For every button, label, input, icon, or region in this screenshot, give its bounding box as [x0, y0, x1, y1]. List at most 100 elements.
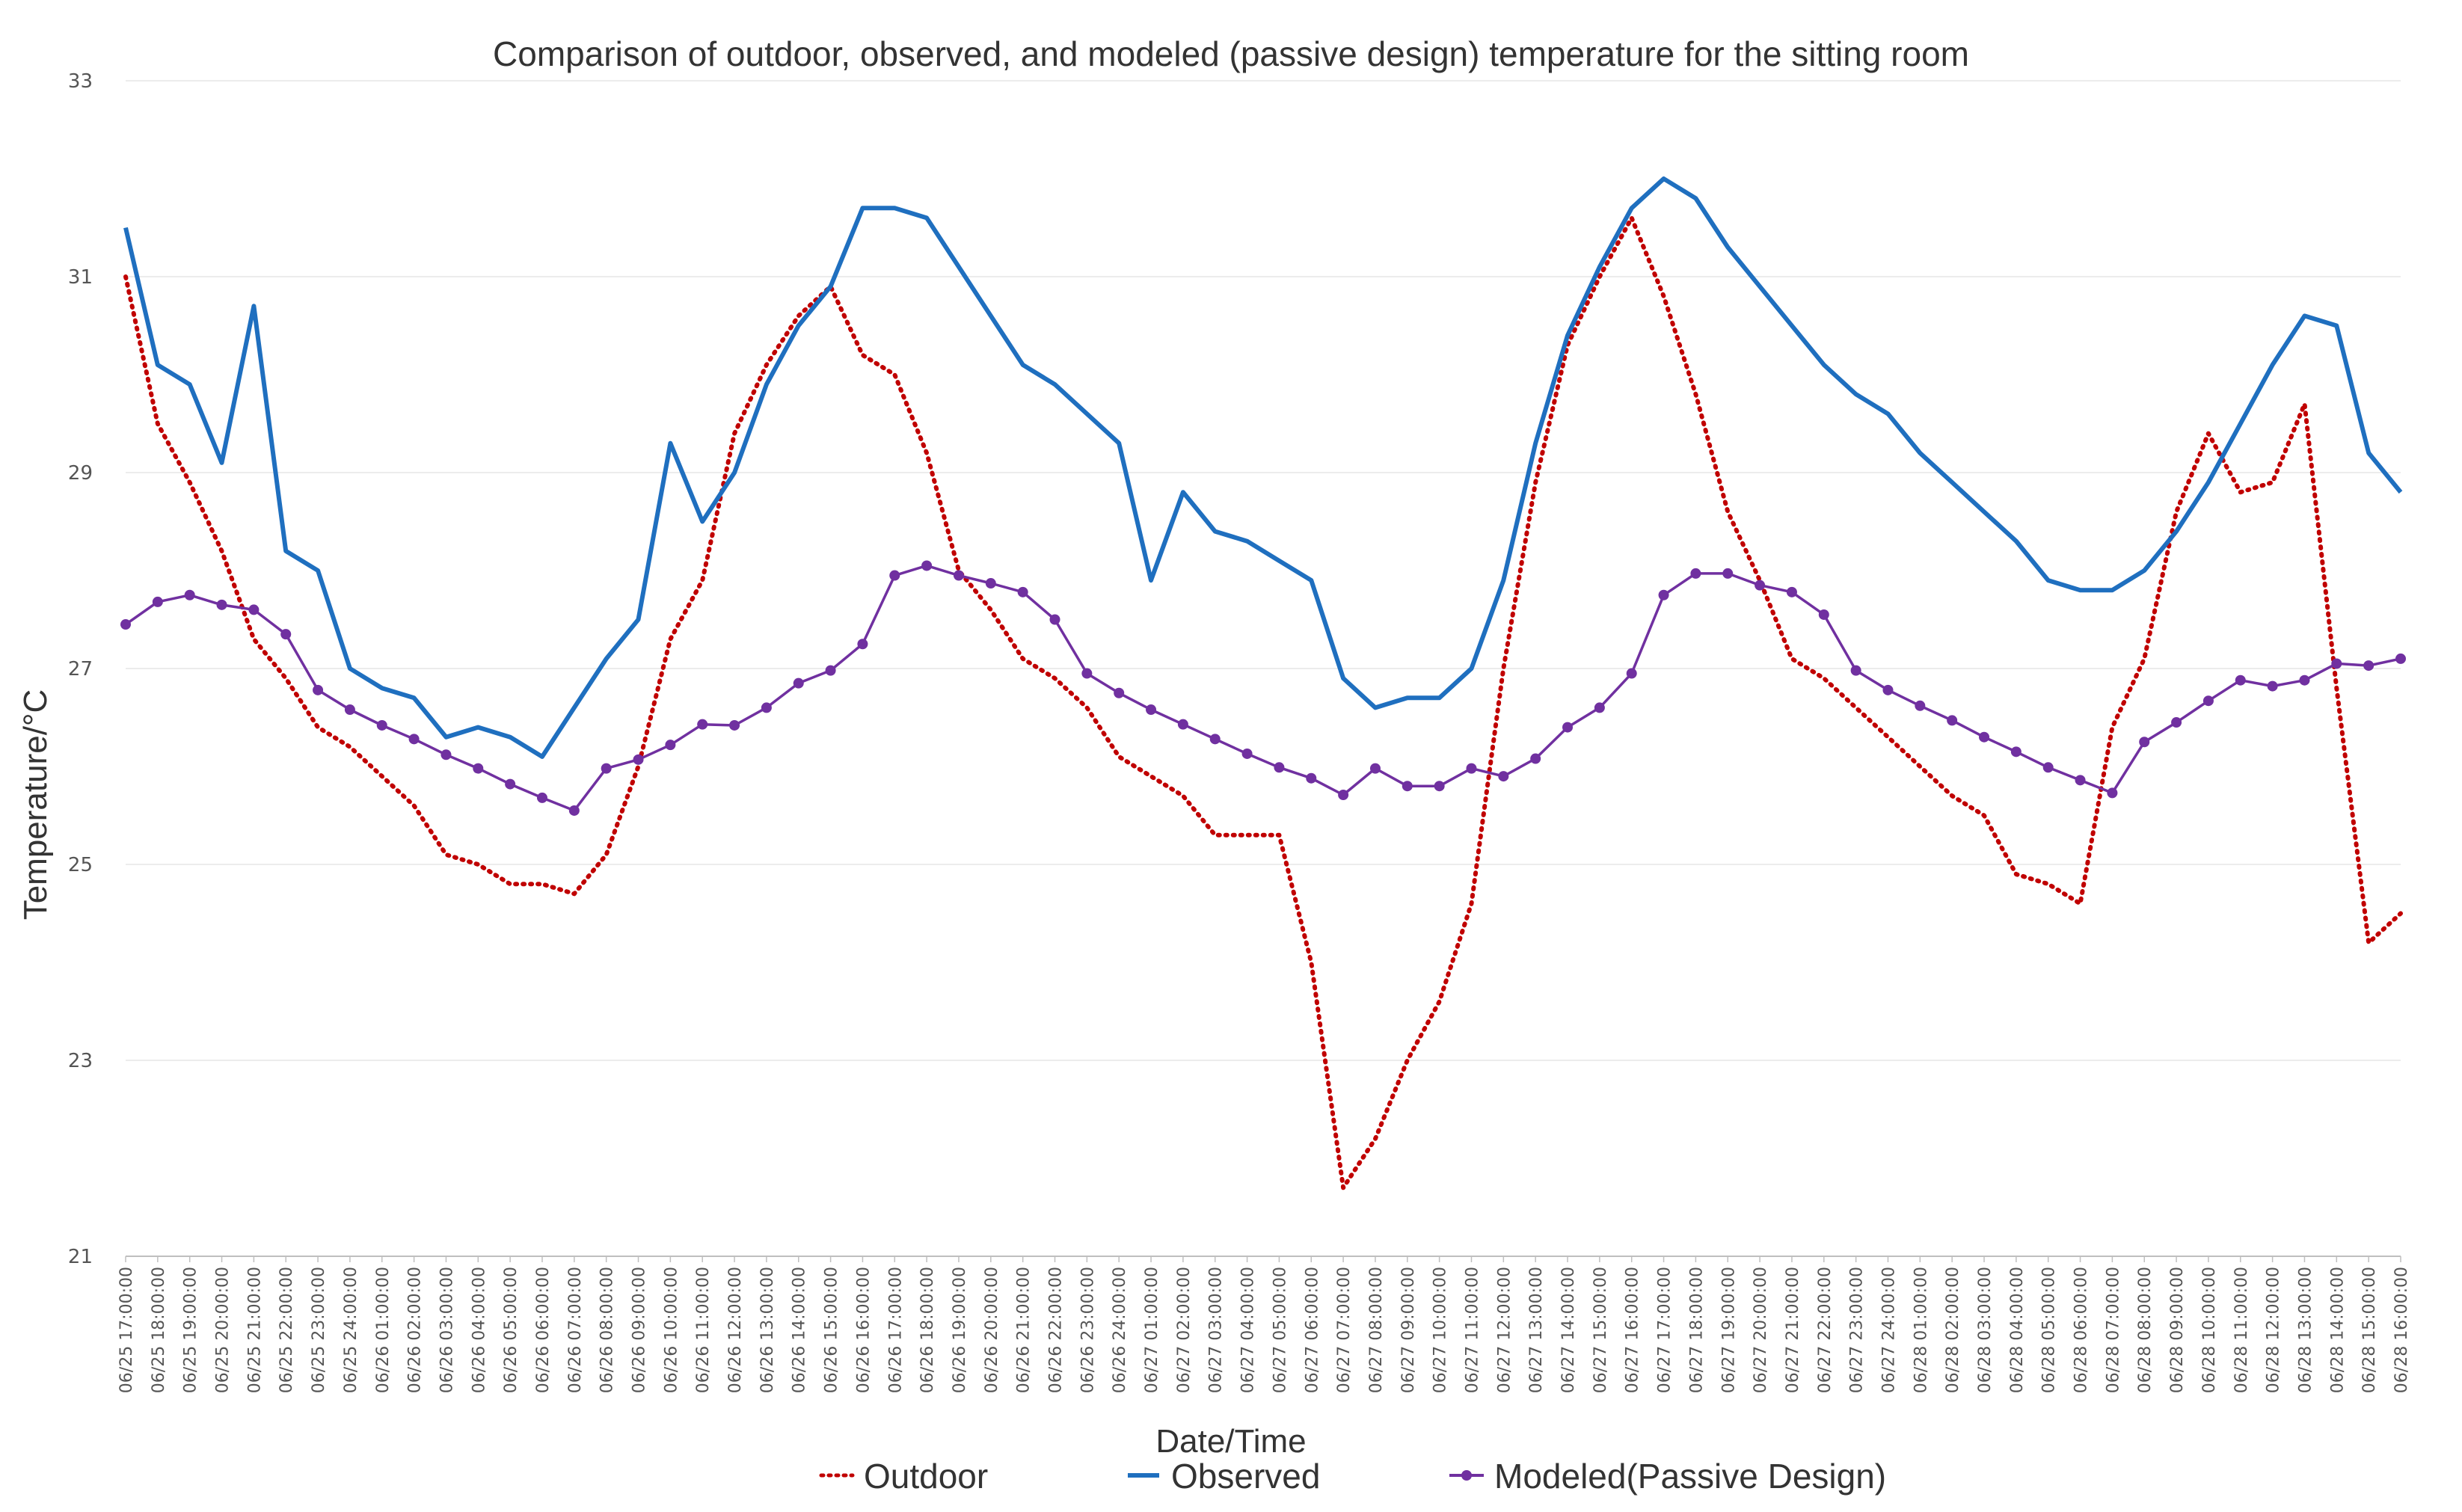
- point-modeled: [1241, 748, 1253, 759]
- point-modeled: [1626, 668, 1637, 679]
- x-tick-label: 06/27 24:00:00: [1879, 1267, 1898, 1393]
- y-tick-label: 27: [68, 658, 93, 680]
- series-line-observed: [123, 176, 2403, 759]
- point-modeled: [1177, 719, 1188, 730]
- legend-item-outdoor: Outdoor: [819, 1457, 988, 1496]
- point-modeled: [1979, 731, 1990, 743]
- x-tick-label: 06/27 12:00:00: [1495, 1267, 1514, 1393]
- x-tick-label: 06/27 03:00:00: [1207, 1267, 1226, 1393]
- point-modeled: [2010, 746, 2022, 757]
- legend: Outdoor Observed Modeled(Passive Design): [819, 1457, 1886, 1496]
- gridlines: [126, 80, 2401, 1257]
- point-modeled: [1049, 614, 1060, 625]
- x-tick-label: 06/26 09:00:00: [630, 1267, 649, 1393]
- point-modeled: [280, 629, 292, 640]
- x-tick-label: 06/27 21:00:00: [1784, 1267, 1802, 1393]
- x-tick-label: 06/26 22:00:00: [1047, 1267, 1066, 1393]
- point-modeled: [1594, 702, 1605, 713]
- point-modeled: [2395, 653, 2406, 664]
- x-axis-ticks: 06/25 17:00:00 06/25 18:00:00 06/25 19:00:…: [117, 1256, 2411, 1393]
- x-tick-label: 06/27 05:00:00: [1271, 1267, 1289, 1393]
- legend-label-modeled: Modeled(Passive Design): [1494, 1457, 1886, 1496]
- point-modeled: [921, 560, 933, 571]
- x-tick-label: 06/27 02:00:00: [1175, 1267, 1194, 1393]
- point-modeled: [1402, 781, 1413, 792]
- point-modeled: [344, 704, 355, 716]
- point-modeled: [408, 734, 420, 745]
- point-modeled: [985, 578, 996, 589]
- point-modeled: [2363, 660, 2374, 672]
- x-tick-label: 06/26 11:00:00: [694, 1267, 713, 1393]
- x-tick-label: 06/26 10:00:00: [662, 1267, 681, 1393]
- x-tick-label: 06/26 21:00:00: [1015, 1267, 1034, 1393]
- x-tick-label: 06/26 04:00:00: [470, 1267, 488, 1393]
- x-tick-label: 06/28 01:00:00: [1912, 1267, 1930, 1393]
- point-modeled: [857, 639, 868, 650]
- x-tick-label: 06/26 07:00:00: [566, 1267, 585, 1393]
- x-tick-label: 06/26 15:00:00: [823, 1267, 841, 1393]
- point-modeled: [665, 740, 676, 751]
- point-modeled: [568, 805, 580, 816]
- point-modeled: [120, 619, 131, 630]
- x-tick-label: 06/26 12:00:00: [726, 1267, 745, 1393]
- point-modeled: [1722, 568, 1734, 579]
- x-tick-label: 06/28 07:00:00: [2104, 1267, 2122, 1393]
- x-tick-label: 06/25 21:00:00: [245, 1267, 264, 1393]
- legend-marker-modeled: [1461, 1470, 1472, 1481]
- point-modeled: [2267, 680, 2278, 692]
- point-modeled: [1306, 772, 1317, 784]
- point-modeled: [1081, 668, 1093, 679]
- chart-title: Comparison of outdoor, observed, and mod…: [493, 34, 1969, 73]
- point-modeled: [440, 749, 452, 760]
- x-tick-label: 06/28 03:00:00: [1976, 1267, 1995, 1393]
- legend-item-observed: Observed: [1128, 1457, 1320, 1496]
- point-modeled: [2171, 717, 2182, 728]
- x-tick-label: 06/27 20:00:00: [1752, 1267, 1770, 1393]
- point-modeled: [1369, 763, 1381, 774]
- x-tick-label: 06/26 02:00:00: [406, 1267, 425, 1393]
- y-tick-label: 33: [68, 70, 93, 93]
- x-tick-label: 06/26 16:00:00: [854, 1267, 873, 1393]
- x-tick-label: 06/26 03:00:00: [438, 1267, 456, 1393]
- point-modeled: [376, 719, 387, 731]
- point-modeled: [1755, 580, 1766, 591]
- x-tick-label: 06/27 11:00:00: [1463, 1267, 1482, 1393]
- point-modeled: [1017, 586, 1028, 597]
- legend-item-modeled: Modeled(Passive Design): [1449, 1457, 1886, 1496]
- x-tick-label: 06/27 13:00:00: [1527, 1267, 1546, 1393]
- point-modeled: [2075, 775, 2086, 786]
- x-tick-label: 06/27 23:00:00: [1848, 1267, 1867, 1393]
- legend-label-observed: Observed: [1171, 1457, 1320, 1496]
- point-modeled: [313, 684, 324, 695]
- x-tick-label: 06/26 05:00:00: [502, 1267, 521, 1393]
- series-line-modeled: [124, 564, 2401, 812]
- point-modeled: [505, 778, 516, 790]
- x-tick-label: 06/27 18:00:00: [1687, 1267, 1706, 1393]
- x-tick-label: 06/28 16:00:00: [2392, 1267, 2411, 1393]
- x-tick-label: 06/27 04:00:00: [1239, 1267, 1258, 1393]
- point-modeled: [1915, 700, 1926, 711]
- point-modeled: [601, 763, 612, 774]
- x-tick-label: 06/28 02:00:00: [1944, 1267, 1962, 1393]
- point-modeled: [1562, 722, 1574, 733]
- point-modeled: [1850, 665, 1861, 676]
- x-tick-label: 06/28 14:00:00: [2328, 1267, 2347, 1393]
- point-modeled: [1338, 789, 1349, 800]
- x-tick-label: 06/27 07:00:00: [1335, 1267, 1354, 1393]
- x-tick-label: 06/27 22:00:00: [1816, 1267, 1835, 1393]
- series-line-outdoor: [123, 215, 2403, 1190]
- x-tick-label: 06/28 12:00:00: [2265, 1267, 2283, 1393]
- y-tick-label: 31: [68, 266, 93, 289]
- x-tick-label: 06/26 20:00:00: [983, 1267, 1001, 1393]
- x-tick-label: 06/25 19:00:00: [182, 1267, 200, 1393]
- x-tick-label: 06/26 14:00:00: [791, 1267, 809, 1393]
- point-modeled: [1882, 684, 1894, 695]
- x-tick-label: 06/28 10:00:00: [2200, 1267, 2219, 1393]
- x-tick-label: 06/26 19:00:00: [951, 1267, 969, 1393]
- legend-label-outdoor: Outdoor: [864, 1457, 988, 1496]
- point-modeled: [1114, 687, 1125, 698]
- x-tick-label: 06/28 04:00:00: [2008, 1267, 2027, 1393]
- x-tick-label: 06/27 08:00:00: [1367, 1267, 1386, 1393]
- point-modeled: [1690, 568, 1701, 579]
- x-tick-label: 06/26 06:00:00: [534, 1267, 553, 1393]
